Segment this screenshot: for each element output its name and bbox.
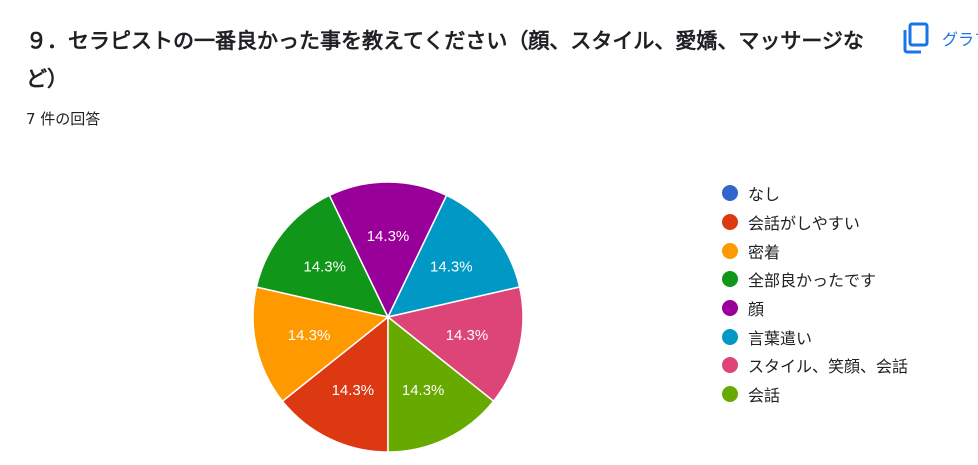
legend-item: 言葉遣い: [722, 322, 908, 351]
question-title: ９．セラピストの一番良かった事を教えてください（顔、スタイル、愛嬌、マッサージな…: [26, 29, 864, 91]
chart-legend: なし会話がしやすい 密着全部良かったです顔言葉遣いスタイル、笑顔、会話 会話: [722, 179, 908, 409]
legend-swatch: [722, 386, 738, 403]
pie-slice: [255, 194, 390, 319]
copy-chart-button[interactable]: グラフをコピー: [902, 20, 978, 56]
legend-item: 全部良かったです: [722, 265, 908, 294]
slice-label: 14.3%: [288, 327, 331, 344]
pie-slice: [387, 315, 495, 453]
response-count: 7 件の回答: [26, 110, 101, 128]
legend-item: 会話がしやすい: [722, 208, 908, 237]
copy-icon: [903, 22, 929, 54]
legend-swatch: [722, 357, 738, 374]
legend-item: 密着: [722, 236, 908, 265]
legend-item: スタイル、笑顔、会話: [722, 351, 908, 380]
legend-swatch: [722, 185, 738, 202]
legend-label: 密着: [748, 242, 781, 262]
legend-item: なし: [722, 179, 908, 208]
legend-swatch: [722, 214, 738, 231]
legend-swatch: [722, 242, 738, 259]
legend-label: 言葉遣い: [748, 328, 813, 348]
legend-label: 全部良かったです: [748, 271, 877, 291]
legend-label: 会話: [748, 386, 781, 406]
legend-label: なし: [748, 185, 781, 205]
slice-label: 14.3%: [332, 382, 375, 399]
slice-label: 14.3%: [430, 258, 473, 275]
pie-slice: [252, 286, 390, 403]
slice-label: 14.3%: [303, 258, 346, 275]
legend-swatch: [722, 271, 738, 288]
pie-slice: [386, 286, 524, 403]
legend-label: スタイル、笑顔、会話: [748, 357, 909, 377]
legend-item: 顔: [722, 294, 908, 323]
slice-label: 14.3%: [367, 228, 410, 245]
legend-swatch: [722, 300, 738, 317]
slice-label: 14.3%: [446, 327, 489, 344]
pie-slice: [328, 181, 448, 319]
pie-slice: [281, 315, 389, 453]
slice-label: 14.3%: [402, 382, 445, 399]
legend-item: 会話: [722, 380, 908, 409]
copy-chart-label: グラフをコピー: [942, 30, 978, 49]
legend-label: 顔: [748, 300, 765, 320]
legend-label: 会話がしやすい: [748, 214, 860, 234]
pie-slice: [386, 194, 521, 319]
legend-swatch: [722, 328, 738, 345]
